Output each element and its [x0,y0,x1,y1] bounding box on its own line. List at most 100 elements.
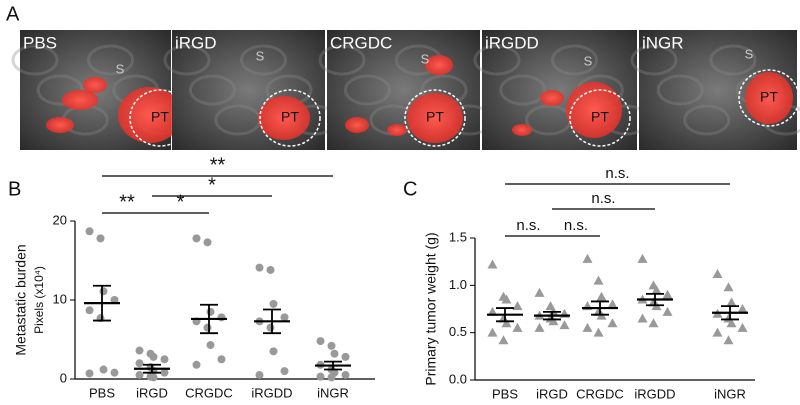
data-point [737,322,748,332]
fluorescence [46,117,74,133]
data-point [327,373,336,382]
y-tick-label: 1.5 [449,229,467,244]
data-point [160,355,169,364]
data-point [269,299,278,308]
error-bar [496,307,514,323]
data-point [712,268,723,278]
error-bar [324,360,342,371]
spleen-label: S [116,61,125,76]
data-point [327,341,336,350]
data-point [341,352,350,361]
tumor-outline [738,69,800,127]
data-point [316,337,325,346]
panel-label: C [403,178,417,200]
image-label: CRGDC [330,33,392,52]
significance-label: n.s. [591,190,615,207]
tissue-fold [189,74,236,106]
y-tick-label: 0 [60,370,67,385]
data-point [99,365,108,374]
panel-label: A [6,3,20,25]
tumor-label: PT [426,109,444,125]
fluorescence [745,72,793,124]
data-point [501,294,512,304]
data-point [280,313,289,322]
data-point [99,287,108,296]
spleen-label: S [256,48,265,63]
image-label: iRGD [175,33,217,52]
spleen-label: S [421,51,430,66]
error-bar [646,292,664,307]
x-tick-label: CRGDC [185,385,233,400]
spleen-label: S [745,46,754,61]
data-point [203,323,212,332]
data-point [135,371,144,380]
error-bar [263,308,281,335]
data-point [110,296,119,304]
error-bar [93,284,111,322]
spleen-label: S [584,53,593,68]
data-point [582,253,593,263]
x-tick-label: iNGR [714,386,746,401]
data-point [255,263,264,272]
error-bar [543,310,561,321]
data-point [726,297,737,307]
error-bar [721,305,739,321]
data-point [266,265,275,274]
tissue-fold [656,74,704,106]
data-point [85,369,94,378]
tumor-outline [404,89,466,147]
data-point [316,372,325,381]
data-point [266,323,275,332]
data-point [723,282,734,292]
tissue-fold [683,104,731,136]
data-point [341,371,350,380]
data-point [255,371,264,380]
tumor-label: PT [591,109,609,125]
x-tick-label: iRGD [136,385,168,400]
data-point [206,341,215,350]
y-tick-label: 0.0 [449,371,467,386]
data-point [192,360,201,369]
tissue-fold [344,74,391,106]
data-point [206,307,215,316]
tissue-fold [36,74,84,106]
data-point [637,313,648,323]
image-label: iRGDD [485,33,539,52]
data-point [96,234,105,243]
tumor-label: PT [760,89,778,105]
data-point [217,355,226,364]
fluorescence [425,55,453,75]
data-point [596,291,607,301]
tumor-outline [259,89,321,147]
x-tick-label: iRGDD [251,385,292,400]
error-bar [591,300,609,316]
y-tick-label: 1.0 [449,277,467,292]
fluorescence [566,82,622,138]
data-point [203,238,212,247]
tissue-fold [11,44,59,76]
fluorescence [512,124,532,136]
significance-label: n.s. [564,217,588,234]
significance-label: * [177,191,185,213]
fluorescence [83,77,107,93]
y-tick-label: 0.5 [449,324,467,339]
data-point [534,322,545,332]
data-point [110,368,119,377]
data-point [192,234,201,243]
data-point [149,352,158,361]
significance-label: ** [119,191,135,213]
fluorescence [540,90,564,106]
tissue-fold [240,44,287,76]
data-point [85,227,94,236]
tumor-label: PT [151,109,169,125]
data-point [135,346,144,355]
x-tick-label: PBS [492,386,518,401]
data-point [607,318,618,328]
x-tick-label: PBS [89,385,115,400]
panel-label: B [8,178,21,200]
data-point [637,253,648,263]
data-point [593,327,604,337]
fluorescence [118,87,182,143]
data-point [487,327,498,337]
